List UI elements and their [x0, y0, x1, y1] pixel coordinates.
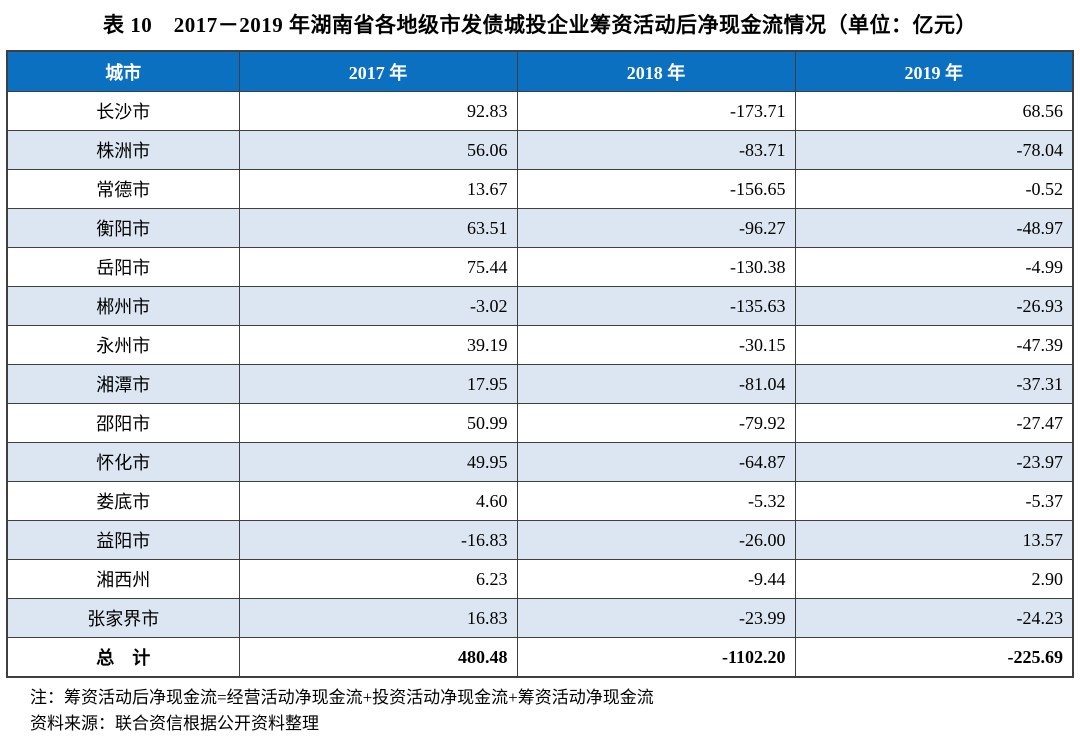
table-row: 湘西州 6.23 -9.44 2.90 — [6, 559, 1074, 599]
data-table: 城市 2017 年 2018 年 2019 年 长沙市 92.83 -173.71 6… — [6, 50, 1074, 678]
value-cell: -26.93 — [794, 286, 1074, 326]
city-cell: 株洲市 — [6, 130, 240, 170]
table-row: 湘潭市 17.95 -81.04 -37.31 — [6, 364, 1074, 404]
value-cell: -16.83 — [238, 520, 518, 560]
value-cell: 480.48 — [238, 637, 518, 678]
value-cell: -81.04 — [516, 364, 796, 404]
value-cell: -83.71 — [516, 130, 796, 170]
city-cell: 郴州市 — [6, 286, 240, 326]
value-cell: -130.38 — [516, 247, 796, 287]
value-cell: -64.87 — [516, 442, 796, 482]
column-header-2017: 2017 年 — [238, 50, 518, 92]
city-cell: 怀化市 — [6, 442, 240, 482]
table-row: 郴州市 -3.02 -135.63 -26.93 — [6, 286, 1074, 326]
value-cell: -3.02 — [238, 286, 518, 326]
value-cell: -26.00 — [516, 520, 796, 560]
value-cell: -135.63 — [516, 286, 796, 326]
table-row: 常德市 13.67 -156.65 -0.52 — [6, 169, 1074, 209]
city-cell: 常德市 — [6, 169, 240, 209]
value-cell: 75.44 — [238, 247, 518, 287]
note-source: 资料来源：联合资信根据公开资料整理 — [30, 714, 319, 733]
table-notes: 注：筹资活动后净现金流=经营活动净现金流+投资活动净现金流+筹资活动净现金流 资… — [30, 685, 1080, 737]
city-cell: 总 计 — [6, 637, 240, 678]
value-cell: 6.23 — [238, 559, 518, 599]
city-cell: 湘西州 — [6, 559, 240, 599]
value-cell: 56.06 — [238, 130, 518, 170]
table-row: 长沙市 92.83 -173.71 68.56 — [6, 91, 1074, 131]
value-cell: 92.83 — [238, 91, 518, 131]
table-row: 岳阳市 75.44 -130.38 -4.99 — [6, 247, 1074, 287]
value-cell: -5.32 — [516, 481, 796, 521]
table-row: 邵阳市 50.99 -79.92 -27.47 — [6, 403, 1074, 443]
header-row: 城市 2017 年 2018 年 2019 年 — [6, 50, 1074, 92]
value-cell: -225.69 — [794, 637, 1074, 678]
value-cell: -27.47 — [794, 403, 1074, 443]
city-cell: 长沙市 — [6, 91, 240, 131]
note-formula: 注：筹资活动后净现金流=经营活动净现金流+投资活动净现金流+筹资活动净现金流 — [30, 688, 654, 707]
value-cell: -79.92 — [516, 403, 796, 443]
column-header-2019: 2019 年 — [794, 50, 1074, 92]
value-cell: -96.27 — [516, 208, 796, 248]
value-cell: 49.95 — [238, 442, 518, 482]
table-row: 怀化市 49.95 -64.87 -23.97 — [6, 442, 1074, 482]
page-title: 表 10 2017－2019 年湖南省各地级市发债城投企业筹资活动后净现金流情况… — [103, 13, 977, 37]
value-cell: -5.37 — [794, 481, 1074, 521]
value-cell: 16.83 — [238, 598, 518, 638]
table-row: 永州市 39.19 -30.15 -47.39 — [6, 325, 1074, 365]
column-header-city: 城市 — [6, 50, 240, 92]
value-cell: -4.99 — [794, 247, 1074, 287]
value-cell: -1102.20 — [516, 637, 796, 678]
table-row: 娄底市 4.60 -5.32 -5.37 — [6, 481, 1074, 521]
value-cell: -23.97 — [794, 442, 1074, 482]
value-cell: -30.15 — [516, 325, 796, 365]
value-cell: 68.56 — [794, 91, 1074, 131]
value-cell: -9.44 — [516, 559, 796, 599]
city-cell: 益阳市 — [6, 520, 240, 560]
city-cell: 永州市 — [6, 325, 240, 365]
value-cell: -23.99 — [516, 598, 796, 638]
value-cell: 50.99 — [238, 403, 518, 443]
value-cell: 13.57 — [794, 520, 1074, 560]
value-cell: -78.04 — [794, 130, 1074, 170]
value-cell: 17.95 — [238, 364, 518, 404]
city-cell: 邵阳市 — [6, 403, 240, 443]
value-cell: -24.23 — [794, 598, 1074, 638]
table-row: 衡阳市 63.51 -96.27 -48.97 — [6, 208, 1074, 248]
value-cell: -0.52 — [794, 169, 1074, 209]
value-cell: -48.97 — [794, 208, 1074, 248]
value-cell: 4.60 — [238, 481, 518, 521]
table-row: 益阳市 -16.83 -26.00 13.57 — [6, 520, 1074, 560]
city-cell: 衡阳市 — [6, 208, 240, 248]
value-cell: -173.71 — [516, 91, 796, 131]
value-cell: -37.31 — [794, 364, 1074, 404]
city-cell: 湘潭市 — [6, 364, 240, 404]
value-cell: -156.65 — [516, 169, 796, 209]
city-cell: 张家界市 — [6, 598, 240, 638]
value-cell: 63.51 — [238, 208, 518, 248]
table-row: 株洲市 56.06 -83.71 -78.04 — [6, 130, 1074, 170]
value-cell: 13.67 — [238, 169, 518, 209]
city-cell: 娄底市 — [6, 481, 240, 521]
value-cell: -47.39 — [794, 325, 1074, 365]
value-cell: 2.90 — [794, 559, 1074, 599]
city-cell: 岳阳市 — [6, 247, 240, 287]
total-row: 总 计 480.48 -1102.20 -225.69 — [6, 637, 1074, 678]
value-cell: 39.19 — [238, 325, 518, 365]
column-header-2018: 2018 年 — [516, 50, 796, 92]
table-row: 张家界市 16.83 -23.99 -24.23 — [6, 598, 1074, 638]
